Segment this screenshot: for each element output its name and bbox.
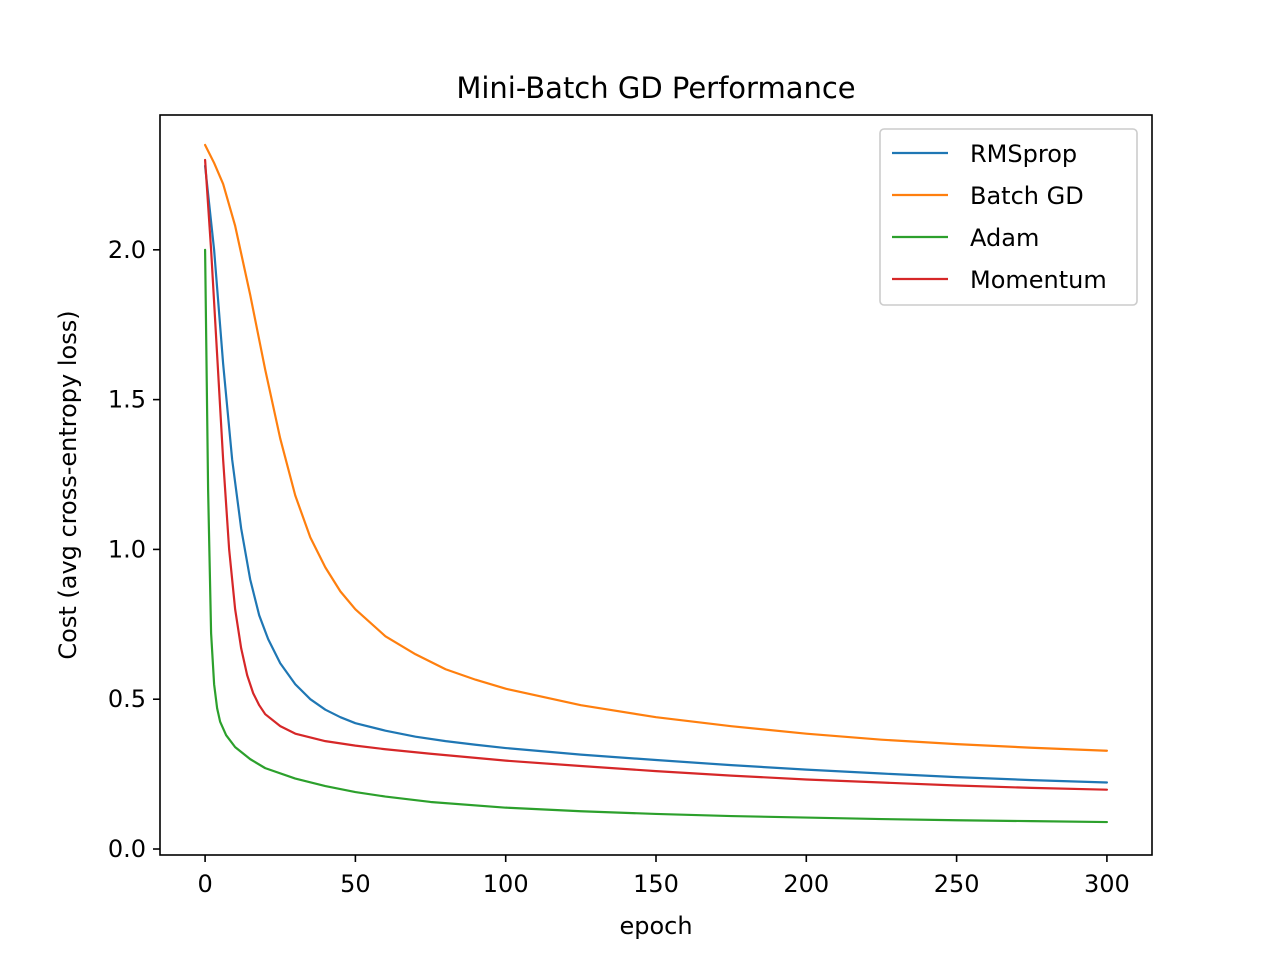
series-line-momentum	[203, 158, 1109, 791]
y-tick-label: 0.0	[108, 835, 146, 863]
legend-label: Momentum	[970, 266, 1107, 294]
x-axis-ticks: 0 50 100 150 200 250 300	[197, 855, 1130, 898]
legend-label: RMSprop	[970, 140, 1077, 168]
legend: RMSprop Batch GD Adam Momentum	[879, 128, 1138, 306]
series-line-batch-gd	[203, 143, 1109, 752]
x-tick-label: 150	[633, 870, 679, 898]
y-tick-label: 1.0	[108, 535, 146, 563]
legend-label: Batch GD	[970, 182, 1084, 210]
legend-label: Adam	[970, 224, 1039, 252]
y-tick-label: 0.5	[108, 685, 146, 713]
x-tick-label: 200	[783, 870, 829, 898]
chart-title: Mini-Batch GD Performance	[456, 71, 855, 105]
y-axis-ticks: 0.0 0.5 1.0 1.5 2.0	[108, 236, 160, 863]
x-tick-label: 100	[483, 870, 529, 898]
series-line-rmsprop	[203, 164, 1109, 784]
y-tick-label: 2.0	[108, 236, 146, 264]
x-tick-label: 300	[1084, 870, 1130, 898]
series-line-adam	[203, 248, 1109, 824]
x-tick-label: 0	[197, 870, 212, 898]
y-tick-label: 1.5	[108, 386, 146, 414]
plot-lines	[203, 143, 1109, 824]
x-tick-label: 50	[340, 870, 371, 898]
x-tick-label: 250	[934, 870, 980, 898]
legend-box	[879, 128, 1138, 306]
y-axis-label: Cost (avg cross-entropy loss)	[54, 310, 82, 659]
x-axis-label: epoch	[619, 912, 692, 940]
